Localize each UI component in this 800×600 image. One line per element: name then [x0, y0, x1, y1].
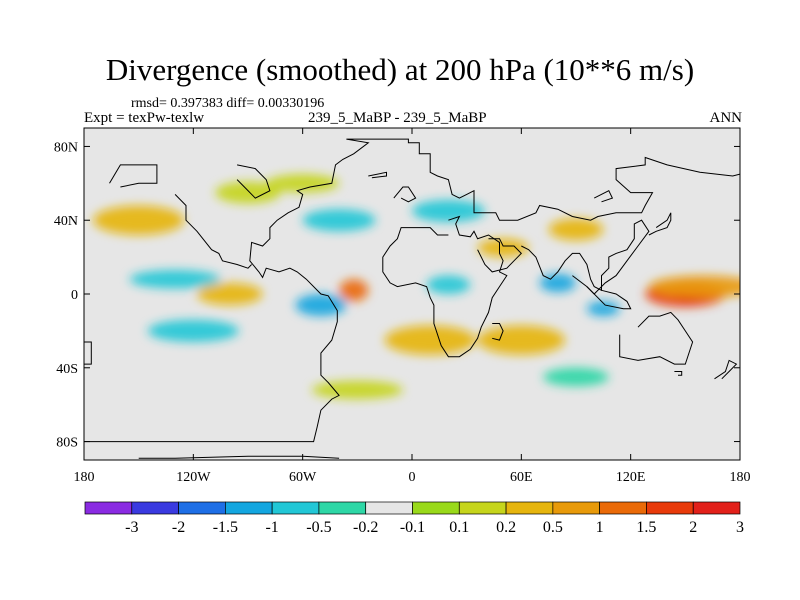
- colorbar-label: 1: [596, 519, 604, 536]
- coastline-1: [84, 138, 740, 443]
- coastline-11: [492, 323, 504, 341]
- lon-tick-label: 60E: [510, 470, 533, 485]
- case-label: 239_5_MaBP - 239_5_MaBP: [308, 110, 487, 126]
- field-blob-n-america-max: [215, 181, 281, 204]
- field-blobs: [93, 174, 740, 400]
- colorbar-label: -0.5: [306, 519, 331, 536]
- coastline-17: [593, 190, 614, 203]
- lat-tick-label: 80S: [56, 436, 78, 451]
- coastline-0: [138, 455, 340, 459]
- colorbar-label: 1.5: [636, 519, 656, 536]
- lat-tick-label: 40N: [54, 214, 78, 229]
- field-blob-n-atlantic-min: [302, 209, 376, 232]
- experiment-label: Expt = texPw-texlw: [84, 110, 205, 126]
- field-blob-africa-min: [426, 275, 471, 294]
- lon-tick-label: 60W: [289, 470, 317, 485]
- coastline-13: [174, 194, 252, 269]
- field-blob-trop-atlantic-min: [295, 294, 347, 317]
- colorbar-label: -0.2: [353, 519, 378, 536]
- colorbar-label: -1.5: [213, 519, 238, 536]
- colorbar-label: 0.5: [543, 519, 563, 536]
- colorbar-swatch: [599, 501, 647, 515]
- coastline-10: [714, 359, 738, 380]
- colorbar-label: 3: [736, 519, 744, 536]
- colorbar-label: -2: [172, 519, 185, 536]
- coastline-15: [368, 171, 387, 179]
- field-blob-south-indian-max: [477, 325, 566, 355]
- colorbar-label: 0.1: [449, 519, 469, 536]
- coastline-12: [109, 164, 158, 188]
- field-blob-arctic-max: [266, 174, 340, 193]
- lon-tick-label: 120W: [176, 470, 211, 485]
- coastline-5: [521, 219, 650, 295]
- colorbar-swatch: [458, 501, 507, 515]
- colorbar-label: -1: [265, 519, 278, 536]
- colorbar-label: 2: [689, 519, 697, 536]
- coastline-8: [648, 212, 672, 236]
- colorbar-swatch: [178, 501, 226, 515]
- colorbar-label: 0.2: [496, 519, 516, 536]
- colorbar-swatch: [131, 501, 179, 515]
- field-blob-south-atlantic-max: [384, 325, 476, 355]
- field-blob-n-pacific-max: [93, 205, 185, 235]
- plot-background: [84, 128, 740, 460]
- axes: 80N 40N 0 40S 80S 180 120W 60W 0 60E 120E 180: [54, 128, 751, 485]
- colorbar-swatch: [412, 501, 460, 515]
- rmsd-value: 0.397383: [170, 96, 223, 111]
- lon-tick-label: 180: [730, 470, 751, 485]
- colorbar-swatch: [84, 501, 133, 515]
- field-blob-s-pacific-min: [147, 319, 239, 342]
- season-label: ANN: [709, 110, 743, 126]
- coastline-6: [586, 286, 632, 310]
- coastline-16: [393, 186, 417, 203]
- field-blob-southern-ocean-max: [311, 380, 403, 400]
- field-blob-eurasia-min: [412, 199, 485, 223]
- plot-title: Divergence (smoothed) at 200 hPa (10**6 …: [105, 52, 695, 87]
- colorbar-swatch: [318, 501, 367, 515]
- lat-tick-label: 0: [71, 288, 78, 303]
- rmsd-label: rmsd=: [131, 96, 167, 111]
- colorbar-swatch: [225, 501, 273, 515]
- coastline-4: [477, 238, 523, 273]
- diff-value: 0.00330196: [257, 96, 325, 111]
- colorbar-swatch: [271, 501, 320, 515]
- lon-tick-label: 120E: [616, 470, 646, 485]
- lat-tick-label: 80N: [54, 140, 78, 155]
- field-blob-tibet-max: [548, 218, 604, 241]
- colorbar-label: -3: [125, 519, 138, 536]
- field-blob-east-pacific-max: [196, 282, 263, 306]
- colorbar-swatch: [552, 501, 600, 515]
- coastline-3: [382, 215, 508, 358]
- colorbar-label: -0.1: [400, 519, 425, 536]
- field-blob-atlantic-maximum: [339, 279, 369, 302]
- coastlines: [84, 138, 740, 459]
- colorbar-swatch: [505, 501, 554, 515]
- colorbar-swatch: [692, 501, 741, 515]
- divergence-field: [93, 174, 740, 400]
- lon-tick-label: 0: [409, 470, 416, 485]
- colorbar: -3 -2 -1.5 -1 -0.5 -0.2 -0.1 0.1 0.2 0.5 1 1.5 2 3: [84, 501, 744, 536]
- coastline-9: [674, 371, 683, 376]
- colorbar-swatch: [646, 501, 694, 515]
- lon-tick-label: 180: [74, 470, 95, 485]
- field-blob-southern-ocean-min: [543, 367, 609, 387]
- field-blob-east-pacific-min: [129, 270, 221, 289]
- colorbar-swatch: [365, 501, 413, 515]
- stats-line: rmsd= 0.397383 diff= 0.00330196: [131, 96, 324, 112]
- lat-tick-label: 40S: [56, 362, 78, 377]
- coastline-2: [84, 341, 92, 365]
- coastline-14: [236, 164, 271, 199]
- field-blob-arabia-max: [477, 238, 529, 258]
- coastline-7: [619, 311, 694, 365]
- field-blob-central-pacific-band: [648, 275, 740, 298]
- field-blob-maritime-minimum: [586, 301, 620, 317]
- diff-label: diff=: [226, 96, 255, 111]
